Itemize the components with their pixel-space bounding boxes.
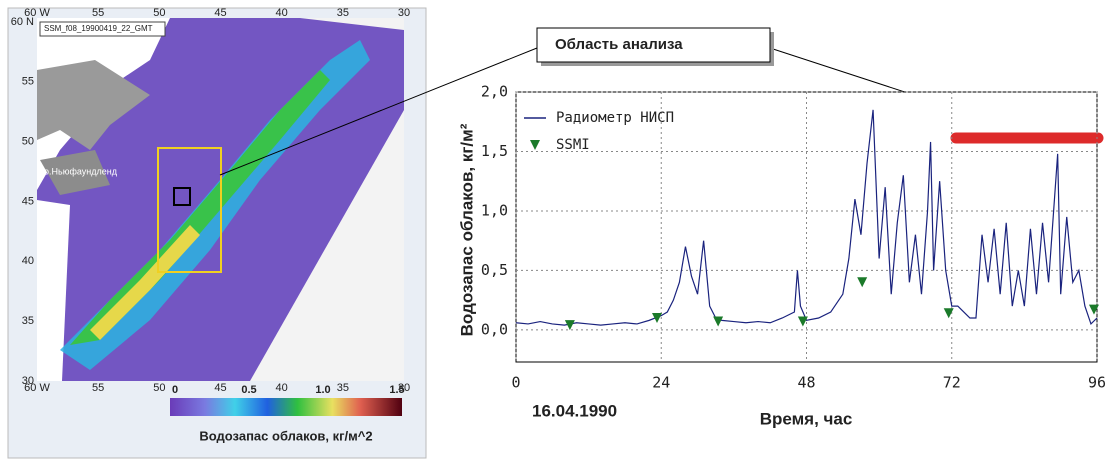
x-tick-label: 24: [652, 374, 670, 392]
lon-label: 50: [153, 7, 165, 19]
y-tick-label: 1,5: [481, 142, 508, 160]
map-header: SSM_f08_19900419_22_GMT: [44, 24, 153, 33]
x-tick-label: 96: [1088, 374, 1106, 392]
colorbar-tick: 0: [172, 384, 178, 396]
lon-label: 50: [153, 382, 165, 394]
date-label: 16.04.1990: [532, 401, 617, 420]
colorbar: [170, 398, 402, 416]
colorbar-label: Водозапас облаков, кг/м^2: [199, 428, 372, 443]
lat-label: 60 N: [11, 16, 34, 28]
lon-label: 30: [398, 7, 410, 19]
y-tick-label: 0,0: [481, 320, 508, 338]
lat-label: 40: [22, 255, 34, 267]
lon-label: 40: [276, 7, 288, 19]
lat-label: 55: [22, 76, 34, 88]
x-tick-label: 48: [797, 374, 815, 392]
lat-label: 45: [22, 195, 34, 207]
y-tick-label: 0,5: [481, 261, 508, 279]
map-image: [37, 18, 404, 381]
lon-label: 35: [337, 7, 349, 19]
callout-text: Область анализа: [555, 36, 683, 53]
lon-label: 45: [214, 7, 226, 19]
figure: SSM_f08_19900419_22_GMT о.Ньюфаундленд 6…: [0, 0, 1119, 463]
lon-label: 55: [92, 7, 104, 19]
colorbar-tick: 1.5: [389, 384, 404, 396]
lat-label: 35: [22, 315, 34, 327]
y-tick-label: 2,0: [481, 83, 508, 101]
island-label: о.Ньюфаундленд: [44, 166, 118, 176]
y-tick-label: 1,0: [481, 201, 508, 219]
legend-label: SSMI: [556, 137, 590, 153]
lon-label: 45: [214, 382, 226, 394]
x-axis-label: Время, час: [760, 409, 853, 428]
lon-label: 35: [337, 382, 349, 394]
lon-label: 55: [92, 382, 104, 394]
colorbar-tick: 0.5: [241, 384, 256, 396]
y-axis-label: Водозапас облаков, кг/м²: [457, 123, 476, 336]
x-tick-label: 0: [511, 374, 520, 392]
lon-label: 40: [276, 382, 288, 394]
lat-label: 30: [22, 375, 34, 387]
colorbar-tick: 1.0: [315, 384, 330, 396]
lat-label: 50: [22, 136, 34, 148]
x-tick-label: 72: [943, 374, 961, 392]
legend-label: Радиометр НИСП: [556, 110, 674, 126]
